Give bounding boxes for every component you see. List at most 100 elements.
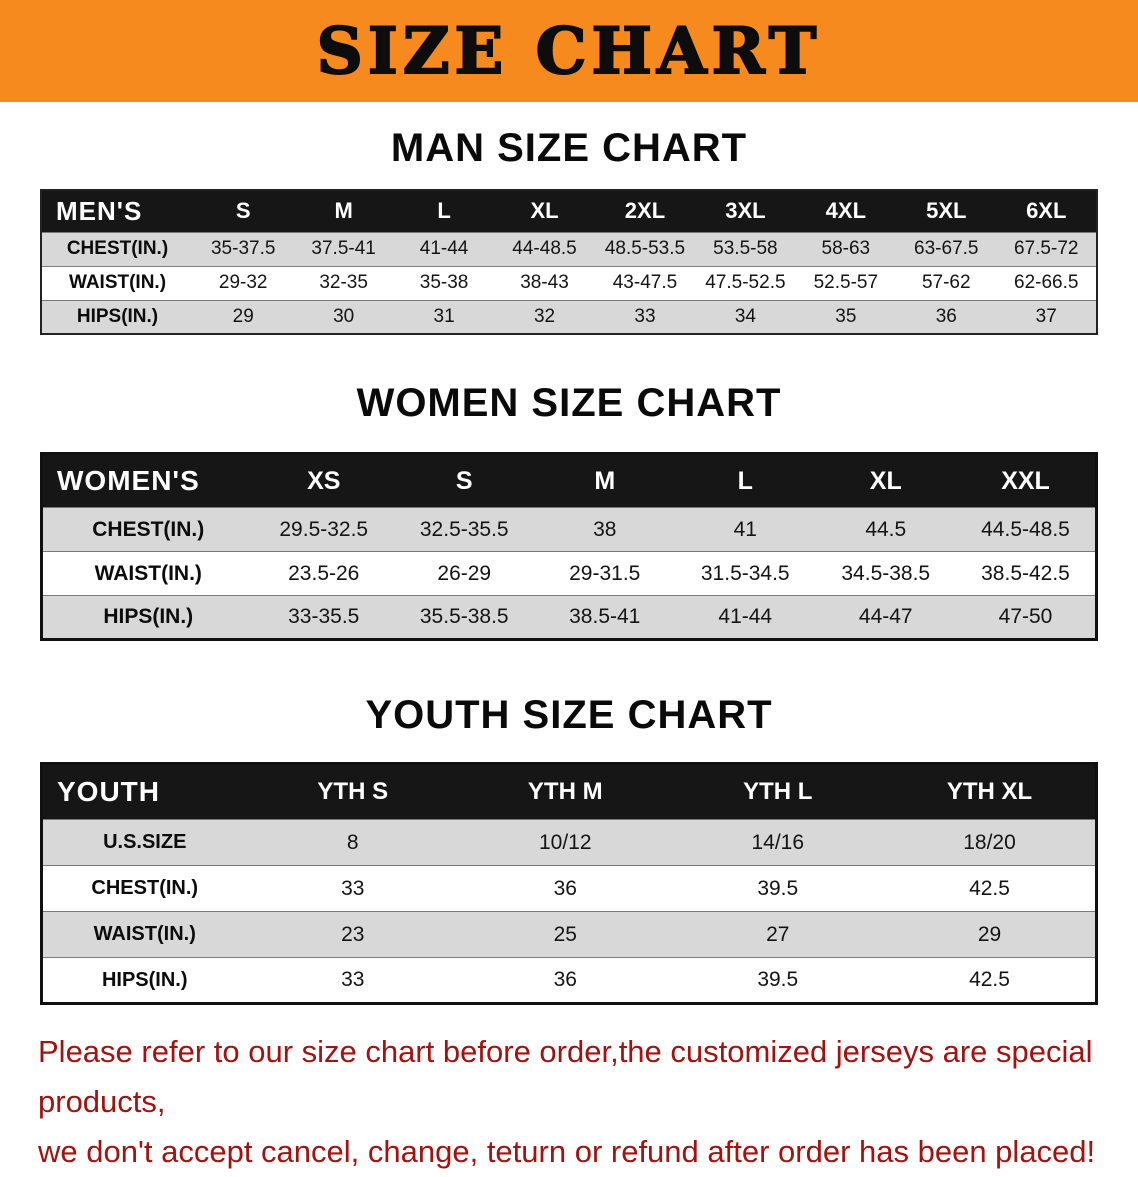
women-waist-in-value-4: 34.5-38.5 bbox=[841, 561, 931, 585]
men-waist-in-value-0: 29-32 bbox=[218, 272, 268, 293]
youth-u-s-size-value-1: 10/12 bbox=[538, 830, 592, 854]
men-size-section: MAN SIZE CHART MEN'S S M L XL 2XL 3XL 4XL 5XL 6XL… bbox=[0, 126, 1138, 335]
men-column-header-5: 3XL bbox=[725, 198, 766, 224]
youth-size-section: YOUTH SIZE CHART YOUTH YTH S YTH M YTH L YTH… bbox=[0, 693, 1138, 1005]
footer-notice: Please refer to our size chart before or… bbox=[0, 1027, 1138, 1177]
women-waist-in-value-0: 23.5-26 bbox=[288, 561, 360, 585]
women-waist-in-label: WAIST(IN.) bbox=[94, 561, 202, 585]
women-row-chest-in: CHEST(IN.) 29.5-32.5 32.5-35.5 38 41 44.5 44.5… bbox=[41, 507, 1097, 552]
men-table-wrap: MEN'S S M L XL 2XL 3XL 4XL 5XL 6XL CHEST(IN.) 35-37… bbox=[0, 189, 1138, 335]
men-hips-in-value-1: 30 bbox=[333, 305, 355, 327]
women-chest-in-value-4: 44.5 bbox=[865, 517, 907, 541]
men-column-header-0: S bbox=[235, 198, 251, 224]
women-waist-in-value-2: 29-31.5 bbox=[569, 561, 641, 585]
men-row-chest-in: CHEST(IN.) 35-37.5 37.5-41 41-44 44-48.5 48.5… bbox=[41, 232, 1097, 266]
women-column-header-2: M bbox=[594, 466, 616, 495]
men-corner-label: MEN'S bbox=[56, 195, 143, 226]
men-header-row: MEN'S S M L XL 2XL 3XL 4XL 5XL 6XL bbox=[41, 190, 1097, 232]
men-column-header-6: 4XL bbox=[825, 198, 867, 224]
youth-column-header-0: YTH S bbox=[317, 778, 389, 805]
youth-header-row: YOUTH YTH S YTH M YTH L YTH XL bbox=[41, 763, 1097, 820]
men-column-header-3: XL bbox=[530, 198, 559, 224]
men-hips-in-label: HIPS(IN.) bbox=[76, 305, 159, 327]
youth-chest-in-label: CHEST(IN.) bbox=[91, 877, 199, 899]
women-header-row: WOMEN'S XS S M L XL XXL bbox=[41, 453, 1097, 508]
women-waist-in-value-1: 26-29 bbox=[437, 561, 492, 585]
youth-row-hips-in: HIPS(IN.) 33 36 39.5 42.5 bbox=[41, 957, 1097, 1004]
women-waist-in-value-3: 31.5-34.5 bbox=[700, 561, 790, 585]
men-chest-in-value-6: 58-63 bbox=[821, 238, 871, 259]
men-column-header-8: 6XL bbox=[1026, 198, 1067, 224]
youth-waist-in-value-3: 29 bbox=[977, 922, 1002, 946]
size-chart-banner: SIZE CHART bbox=[0, 0, 1138, 102]
youth-waist-in-value-1: 25 bbox=[553, 922, 577, 946]
youth-waist-in-value-0: 23 bbox=[341, 922, 365, 946]
men-chest-in-value-4: 48.5-53.5 bbox=[604, 238, 686, 259]
men-hips-in-value-8: 37 bbox=[1035, 305, 1057, 327]
youth-chest-in-value-3: 42.5 bbox=[969, 876, 1010, 900]
notice-line-2: we don't accept cancel, change, teturn o… bbox=[38, 1134, 1096, 1169]
youth-size-table: YOUTH YTH S YTH M YTH L YTH XL U.S.SIZE 8 10/12… bbox=[40, 762, 1098, 1005]
women-chest-in-value-1: 32.5-35.5 bbox=[419, 517, 509, 541]
women-column-header-5: XXL bbox=[1001, 466, 1050, 495]
youth-u-s-size-value-3: 18/20 bbox=[963, 830, 1016, 854]
women-hips-in-value-5: 47-50 bbox=[998, 605, 1053, 628]
women-size-section: WOMEN SIZE CHART WOMEN'S XS S M L XL XXL CHEST(… bbox=[0, 381, 1138, 641]
men-chest-in-value-8: 67.5-72 bbox=[1014, 238, 1079, 259]
women-column-header-4: XL bbox=[869, 466, 902, 495]
youth-column-header-2: YTH L bbox=[743, 778, 813, 805]
women-chest-in-label: CHEST(IN.) bbox=[92, 517, 205, 541]
men-chest-in-value-0: 35-37.5 bbox=[210, 238, 276, 259]
women-chest-in-value-0: 29.5-32.5 bbox=[279, 517, 369, 541]
men-section-heading: MAN SIZE CHART bbox=[390, 126, 748, 170]
men-row-waist-in: WAIST(IN.) 29-32 32-35 35-38 38-43 43-47.5 47.… bbox=[41, 266, 1097, 300]
men-waist-in-value-5: 47.5-52.5 bbox=[705, 272, 786, 293]
youth-row-waist-in: WAIST(IN.) 23 25 27 29 bbox=[41, 911, 1097, 958]
men-chest-in-value-7: 63-67.5 bbox=[914, 238, 979, 259]
men-chest-in-value-3: 44-48.5 bbox=[512, 238, 577, 259]
youth-chest-in-value-1: 36 bbox=[553, 876, 577, 900]
youth-column-header-3: YTH XL bbox=[946, 778, 1033, 805]
men-hips-in-value-7: 36 bbox=[935, 305, 957, 327]
women-column-header-1: S bbox=[455, 466, 473, 495]
youth-hips-in-value-0: 33 bbox=[341, 968, 365, 991]
men-waist-in-value-1: 32-35 bbox=[319, 272, 368, 293]
men-waist-in-value-4: 43-47.5 bbox=[612, 272, 678, 293]
youth-hips-in-value-2: 39.5 bbox=[757, 968, 799, 991]
men-hips-in-value-4: 33 bbox=[634, 305, 656, 327]
men-hips-in-value-5: 34 bbox=[734, 305, 756, 327]
men-waist-in-label: WAIST(IN.) bbox=[68, 272, 167, 293]
youth-waist-in-value-2: 27 bbox=[766, 922, 790, 946]
women-hips-in-value-2: 38.5-41 bbox=[569, 605, 641, 628]
youth-u-s-size-value-2: 14/16 bbox=[751, 830, 805, 854]
youth-chest-in-value-0: 33 bbox=[341, 876, 365, 900]
youth-waist-in-label: WAIST(IN.) bbox=[93, 923, 196, 945]
men-chest-in-label: CHEST(IN.) bbox=[66, 238, 169, 259]
women-hips-in-value-3: 41-44 bbox=[718, 605, 773, 628]
youth-hips-in-label: HIPS(IN.) bbox=[101, 968, 188, 991]
men-hips-in-value-6: 35 bbox=[835, 305, 857, 327]
men-chest-in-value-5: 53.5-58 bbox=[713, 238, 778, 259]
women-row-waist-in: WAIST(IN.) 23.5-26 26-29 29-31.5 31.5-34.5 34… bbox=[41, 551, 1097, 596]
men-waist-in-value-2: 35-38 bbox=[419, 272, 469, 293]
women-hips-in-label: HIPS(IN.) bbox=[103, 605, 194, 628]
women-chest-in-value-3: 41 bbox=[733, 517, 757, 541]
men-chest-in-value-1: 37.5-41 bbox=[311, 238, 376, 259]
youth-section-heading: YOUTH SIZE CHART bbox=[365, 693, 773, 737]
women-chest-in-value-2: 38 bbox=[593, 517, 617, 541]
women-chest-in-value-5: 44.5-48.5 bbox=[981, 517, 1070, 541]
men-waist-in-value-8: 62-66.5 bbox=[1014, 272, 1079, 293]
youth-hips-in-value-3: 42.5 bbox=[969, 968, 1010, 991]
youth-hips-in-value-1: 36 bbox=[553, 968, 577, 991]
women-waist-in-value-5: 38.5-42.5 bbox=[981, 561, 1070, 585]
notice-line-1: Please refer to our size chart before or… bbox=[38, 1034, 1093, 1119]
women-hips-in-value-0: 33-35.5 bbox=[288, 605, 360, 628]
men-column-header-1: M bbox=[334, 198, 353, 224]
men-column-header-7: 5XL bbox=[926, 198, 967, 224]
women-row-hips-in: HIPS(IN.) 33-35.5 35.5-38.5 38.5-41 41-44 44-… bbox=[41, 595, 1097, 640]
youth-row-chest-in: CHEST(IN.) 33 36 39.5 42.5 bbox=[41, 865, 1097, 912]
women-column-header-0: XS bbox=[307, 466, 341, 495]
women-hips-in-value-1: 35.5-38.5 bbox=[419, 605, 509, 628]
women-corner-label: WOMEN'S bbox=[57, 465, 200, 496]
